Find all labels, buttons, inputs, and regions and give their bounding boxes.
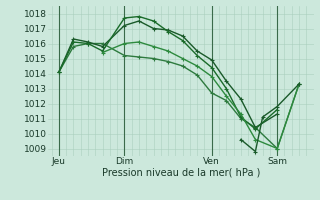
X-axis label: Pression niveau de la mer( hPa ): Pression niveau de la mer( hPa ) [102,168,260,178]
